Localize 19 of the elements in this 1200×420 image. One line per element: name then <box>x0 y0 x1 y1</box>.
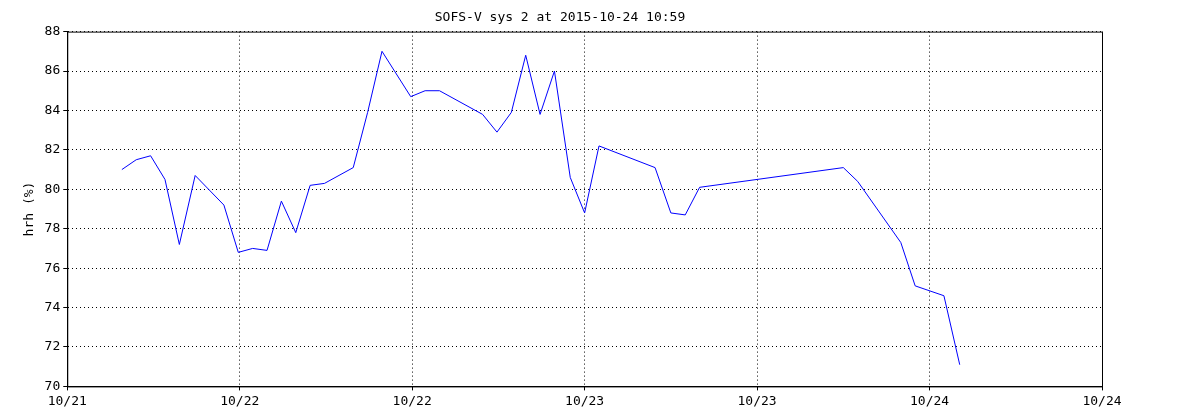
y-tick-label: 70 <box>44 377 61 393</box>
x-tick-label: 10/22 <box>392 392 432 408</box>
y-tick-label: 72 <box>44 338 61 354</box>
y-tick-label: 76 <box>44 259 61 275</box>
chart-title: SOFS-V sys 2 at 2015-10-24 10:59 <box>434 9 686 25</box>
x-tick-label: 10/23 <box>565 392 605 408</box>
y-tick-label: 82 <box>44 141 61 157</box>
y-axis-title: hrh (%) <box>21 181 37 237</box>
x-tick-label: 10/23 <box>737 392 777 408</box>
y-tick-label: 88 <box>44 22 61 38</box>
y-tick-label: 84 <box>44 101 61 117</box>
x-tick-label: 10/24 <box>909 392 950 408</box>
x-tick-label: 10/24 <box>1082 392 1122 408</box>
y-tick-label: 78 <box>44 220 61 236</box>
y-tick-label: 86 <box>44 62 61 78</box>
y-tick-label: 74 <box>44 298 61 314</box>
x-tick-label: 10/21 <box>47 392 87 408</box>
y-tick-label: 80 <box>44 180 61 196</box>
x-tick-label: 10/22 <box>220 392 260 408</box>
